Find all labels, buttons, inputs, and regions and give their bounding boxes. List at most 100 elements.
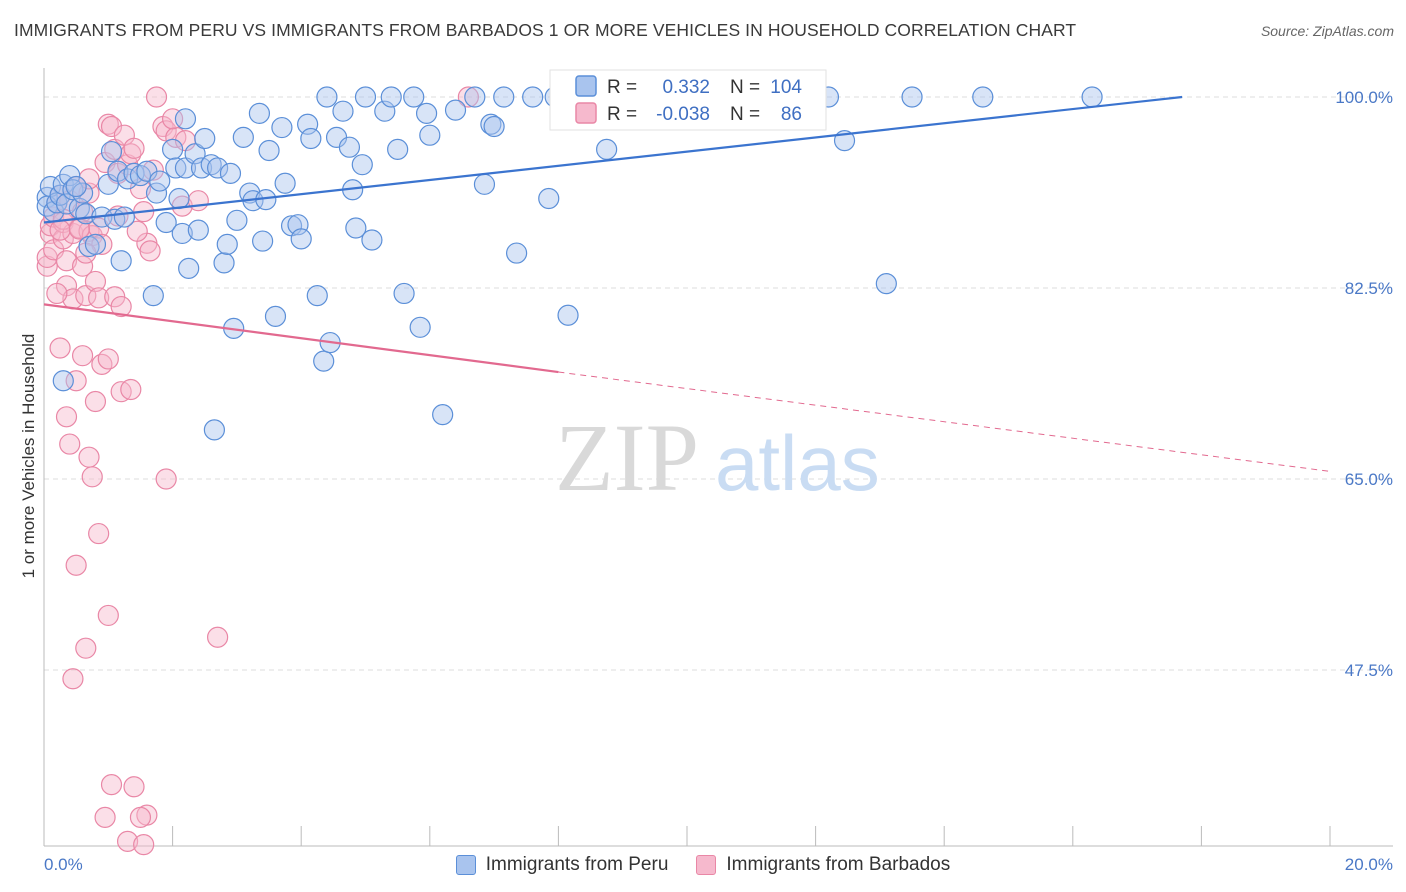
peru-point: [149, 170, 171, 192]
peru-point: [338, 136, 361, 158]
legend-n-value-barbados: 86: [781, 104, 802, 125]
peru-point: [444, 99, 467, 121]
peru-point: [415, 102, 438, 124]
y-tick-label: 65.0%: [1345, 470, 1393, 489]
barbados-point: [100, 773, 123, 796]
peru-point: [174, 108, 197, 130]
peru-point: [271, 116, 293, 139]
peru-point: [248, 102, 271, 124]
peru-point: [493, 86, 515, 108]
peru-point: [216, 233, 238, 255]
barbados-point: [207, 626, 229, 648]
peru-point: [145, 182, 168, 204]
peru-point: [226, 209, 248, 231]
watermark-zip: ZIP: [555, 404, 699, 511]
barbados-point: [49, 337, 71, 359]
peru-point: [55, 193, 78, 215]
peru-point: [232, 126, 254, 148]
x-tick-min: 0.0%: [44, 855, 83, 874]
peru-point: [187, 219, 209, 241]
peru-point: [332, 100, 354, 122]
barbados-point: [120, 378, 142, 401]
gridlines: [44, 96, 1393, 671]
barbados-point: [91, 233, 113, 255]
barbados-point: [88, 522, 110, 545]
peru-point: [155, 211, 177, 234]
barbados-point: [94, 806, 116, 828]
legend-swatch-peru-bottom: [455, 855, 476, 875]
peru-point: [875, 273, 897, 295]
peru-point: [1081, 86, 1103, 108]
legend-r-value-peru: 0.332: [662, 77, 710, 98]
x-tick-max: 20.0%: [1345, 855, 1393, 874]
chart-title: IMMIGRANTS FROM PERU VS IMMIGRANTS FROM …: [14, 20, 1077, 40]
barbados-point: [100, 115, 123, 138]
barbados-point: [126, 220, 148, 242]
y-tick-label: 82.5%: [1345, 279, 1393, 298]
y-axis-label: 1 or more Vehicles in Household: [19, 334, 38, 579]
peru-point: [538, 187, 560, 210]
barbados-point: [65, 554, 87, 576]
barbados-point: [59, 433, 81, 455]
barbados-point: [129, 806, 152, 828]
barbados-point: [97, 113, 119, 135]
barbados-point: [133, 834, 155, 856]
legend-r-value-barbados: -0.038: [656, 104, 710, 125]
legend-item-peru: Immigrants from Peru: [455, 854, 669, 876]
series-barbados: [36, 86, 479, 856]
legend-label-peru: Immigrants from Peru: [485, 854, 669, 875]
peru-point: [387, 138, 409, 160]
peru-point: [178, 257, 200, 279]
barbados-point: [116, 830, 139, 852]
barbados-trend-extension: [558, 371, 1331, 472]
peru-point: [203, 419, 225, 441]
legend-r-label-barbados: R =: [607, 104, 637, 125]
peru-point: [142, 285, 164, 307]
barbados-point: [71, 345, 94, 367]
series-legend: Immigrants from Peru Immigrants from Bar…: [0, 850, 1406, 880]
peru-point: [522, 86, 544, 108]
barbados-point: [88, 287, 110, 309]
y-tick-label: 47.5%: [1345, 661, 1393, 680]
barbados-point: [81, 466, 103, 488]
barbados-point: [65, 370, 87, 392]
barbados-point: [145, 86, 168, 108]
barbados-point: [78, 446, 100, 468]
peru-point: [184, 143, 206, 165]
peru-point: [901, 86, 923, 108]
peru-point: [290, 228, 312, 250]
peru-point: [432, 404, 454, 426]
peru-point: [100, 140, 123, 163]
peru-point: [200, 154, 222, 176]
peru-point: [506, 242, 528, 264]
barbados-point: [123, 776, 145, 798]
peru-point: [403, 86, 425, 108]
barbados-point: [187, 190, 209, 212]
legend-n-value-peru: 104: [770, 77, 802, 98]
barbados-point: [162, 108, 184, 130]
peru-point: [313, 350, 335, 372]
barbados-point: [123, 137, 145, 159]
legend-n-label-peru: N =: [730, 77, 760, 98]
peru-point: [213, 252, 235, 274]
peru-point: [354, 86, 377, 108]
peru-point: [171, 222, 193, 245]
peru-point: [306, 285, 328, 307]
peru-point: [52, 370, 74, 392]
peru-point: [351, 154, 373, 176]
peru-point: [316, 86, 338, 108]
legend-n-label-barbados: N =: [730, 104, 760, 125]
peru-point: [113, 206, 135, 228]
peru-point: [345, 217, 367, 239]
peru-point: [419, 124, 441, 146]
peru-point: [409, 316, 431, 338]
peru-point: [207, 157, 229, 179]
barbados-point: [97, 348, 119, 370]
legend-r-label-peru: R =: [607, 77, 637, 98]
peru-point: [219, 162, 242, 184]
peru-trend-line: [43, 95, 1183, 224]
peru-point: [168, 187, 190, 210]
peru-point: [361, 229, 383, 251]
peru-point: [71, 182, 94, 204]
legend-item-barbados: Immigrants from Barbados: [696, 854, 950, 876]
